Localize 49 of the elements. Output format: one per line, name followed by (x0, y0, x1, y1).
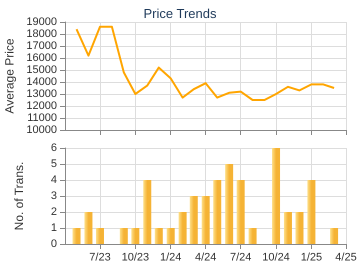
bar (131, 228, 140, 244)
chart-title: Price Trends (144, 6, 217, 21)
x-tick-label: 1/24 (160, 252, 182, 264)
y-tick-label: 17000 (26, 40, 57, 52)
y-tick-label: 13000 (26, 88, 57, 100)
bar (295, 212, 304, 244)
x-tick-label: 10/23 (122, 252, 150, 264)
y-tick-label: 10000 (26, 124, 57, 136)
bar (154, 228, 163, 244)
y-tick-label: 2 (50, 206, 57, 218)
bar (96, 228, 104, 244)
x-tick-label: 4/25 (335, 252, 357, 264)
y-tick-label: 19000 (26, 16, 57, 28)
y-tick-label: 6 (50, 142, 57, 154)
y-axis-title: No. of Trans. (12, 162, 26, 230)
y-axis-title: Average Price (2, 38, 17, 114)
y-tick-label: 16000 (26, 52, 57, 64)
x-tick-label: 7/23 (89, 252, 111, 264)
bar (236, 180, 245, 244)
bar (143, 180, 152, 244)
line-series (76, 26, 336, 101)
bar (330, 228, 338, 244)
bar (272, 148, 280, 244)
y-tick-label: 5 (50, 158, 57, 170)
bar (190, 196, 198, 244)
bar (307, 180, 316, 244)
y-tick-label: 15000 (26, 64, 57, 76)
bar (213, 180, 222, 244)
bar (120, 228, 128, 244)
y-tick-label: 4 (50, 174, 57, 186)
bar (202, 196, 210, 244)
bar (84, 212, 92, 244)
bar (178, 212, 187, 244)
y-tick-label: 1 (50, 222, 57, 234)
x-tick-label: 1/25 (300, 252, 322, 264)
y-tick-label: 14000 (26, 76, 57, 88)
y-tick-label: 12000 (26, 100, 57, 112)
x-tick-label: 10/24 (262, 252, 290, 264)
bar (284, 212, 292, 244)
bar (225, 164, 234, 244)
y-tick-label: 0 (50, 238, 57, 250)
y-tick-label: 18000 (26, 28, 57, 40)
bar (72, 228, 81, 244)
y-tick-label: 3 (50, 190, 57, 202)
bar (248, 228, 257, 244)
x-tick-label: 7/24 (230, 252, 252, 264)
x-tick-label: 4/24 (194, 252, 216, 264)
bar (166, 228, 175, 244)
y-tick-label: 11000 (27, 112, 57, 124)
